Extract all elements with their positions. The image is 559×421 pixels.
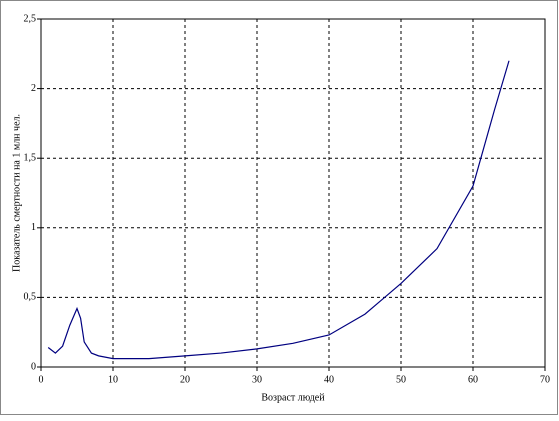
y-tick-label: 1,5 (24, 152, 37, 163)
y-tick-label: 2,5 (24, 13, 37, 24)
plot-area (41, 19, 545, 367)
y-axis-title: Показатель смертности на 1 млн чел. (11, 114, 22, 272)
x-tick-label: 30 (252, 374, 262, 385)
y-tick-label: 1 (31, 222, 36, 233)
x-tick-label: 70 (540, 374, 550, 385)
x-tick-label: 0 (39, 374, 44, 385)
x-tick-label: 60 (468, 374, 478, 385)
y-tick-label: 0,5 (24, 292, 37, 303)
x-tick-label: 40 (324, 374, 334, 385)
y-tick-label: 0 (31, 361, 36, 372)
y-tick-label: 2 (31, 83, 36, 94)
x-tick-label: 50 (396, 374, 406, 385)
x-tick-label: 20 (180, 374, 190, 385)
plot-border (40, 18, 546, 368)
line (47, 60, 510, 360)
x-tick-label: 10 (108, 374, 118, 385)
x-axis-title: Возраст людей (261, 392, 325, 403)
